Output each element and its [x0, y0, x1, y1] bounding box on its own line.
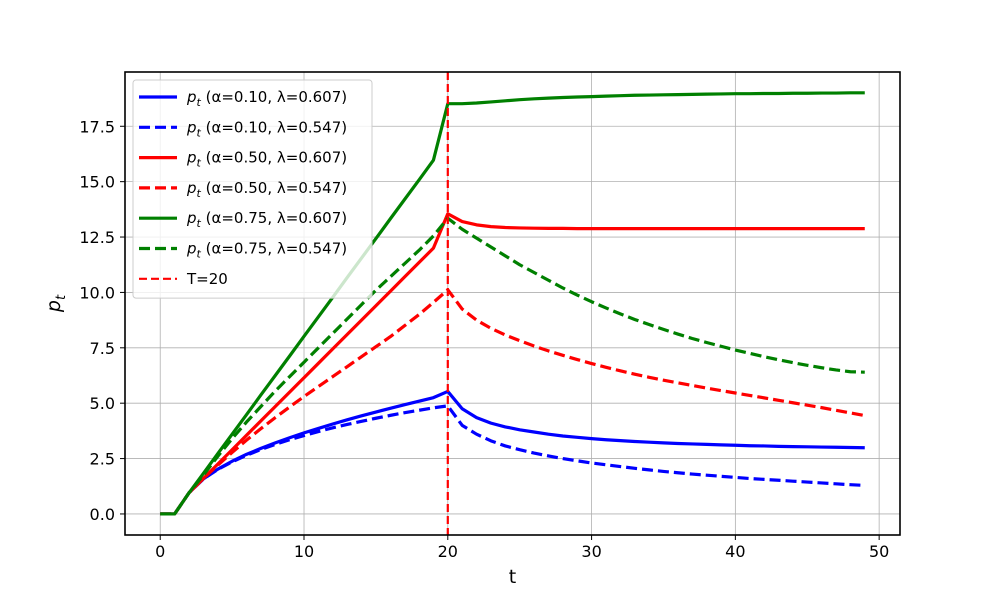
y-tick-label: 12.5 — [79, 228, 115, 247]
legend-items: pt (α=0.10, λ=0.607) pt (α=0.10, λ=0.547)… — [139, 88, 347, 288]
x-tick-label: 40 — [725, 542, 745, 561]
series-line-6 — [160, 216, 865, 516]
y-axis-label-subscript: t — [54, 294, 69, 300]
y-tick-label: 0.0 — [90, 505, 115, 524]
axis-ticks: 0 10 20 30 40 50 0.0 2.5 5.0 7.5 10.0 12.5 15.0 17.5 — [79, 117, 889, 561]
y-tick-label: 5.0 — [90, 394, 115, 413]
y-tick-label: 2.5 — [90, 450, 115, 469]
x-tick-label: 0 — [155, 542, 165, 561]
y-axis-label-base: p — [43, 300, 65, 313]
legend-label-vline: T=20 — [186, 270, 228, 288]
legend-label-1: pt (α=0.10, λ=0.607) — [186, 88, 347, 109]
legend-label-6: pt (α=0.75, λ=0.547) — [186, 240, 347, 261]
legend-label-2: pt (α=0.10, λ=0.547) — [186, 118, 347, 139]
plot-frame — [124, 71, 901, 536]
x-tick-label: 30 — [581, 542, 601, 561]
legend-box — [132, 79, 373, 299]
series-line-3 — [160, 212, 865, 516]
legend-label-3: pt (α=0.50, λ=0.607) — [186, 149, 347, 170]
x-tick-label: 10 — [294, 542, 314, 561]
x-tick-label: 20 — [438, 542, 458, 561]
y-tick-label: 15.0 — [79, 173, 115, 192]
y-tick-label: 10.0 — [79, 283, 115, 302]
series-line-1 — [160, 389, 865, 516]
legend: pt (α=0.10, λ=0.607) pt (α=0.10, λ=0.547)… — [132, 79, 373, 299]
x-tick-label: 50 — [869, 542, 889, 561]
legend-label-5: pt (α=0.75, λ=0.607) — [186, 209, 347, 230]
y-tick-label: 17.5 — [79, 117, 115, 136]
y-axis-label: pt — [43, 294, 69, 313]
series-lines — [160, 91, 866, 516]
legend-label-4: pt (α=0.50, λ=0.547) — [186, 179, 347, 200]
series-line-2 — [160, 404, 865, 516]
series-line-4 — [160, 288, 866, 516]
series-line-5 — [160, 91, 865, 516]
x-axis-label: t — [509, 566, 516, 588]
y-tick-label: 7.5 — [90, 339, 115, 358]
